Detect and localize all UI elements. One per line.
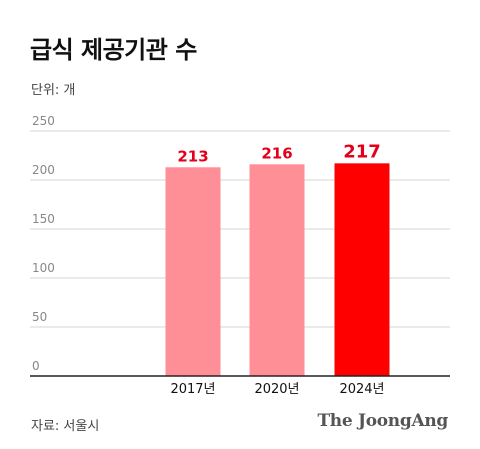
source-label: 자료: 서울시 (31, 419, 100, 434)
bar (165, 167, 221, 376)
page-title: 급식 제공기관 수 (30, 36, 197, 64)
y-tick-label: 200 (32, 163, 55, 177)
y-tick-label: 250 (32, 114, 55, 128)
data-label: 213 (177, 147, 208, 165)
y-tick-label: 150 (32, 212, 55, 226)
brand-logo: The JoongAng (317, 411, 448, 431)
y-tick-label: 0 (32, 359, 40, 373)
y-tick-label: 50 (32, 310, 47, 324)
data-label: 217 (343, 141, 381, 162)
x-tick-label: 2017년 (170, 382, 215, 397)
x-tick-label: 2024년 (339, 382, 384, 397)
bar (249, 164, 305, 376)
unit-label: 단위: 개 (31, 83, 76, 98)
data-label: 216 (261, 144, 292, 162)
y-tick-label: 100 (32, 261, 55, 275)
x-tick-label: 2020년 (254, 382, 299, 397)
bar (334, 163, 390, 376)
